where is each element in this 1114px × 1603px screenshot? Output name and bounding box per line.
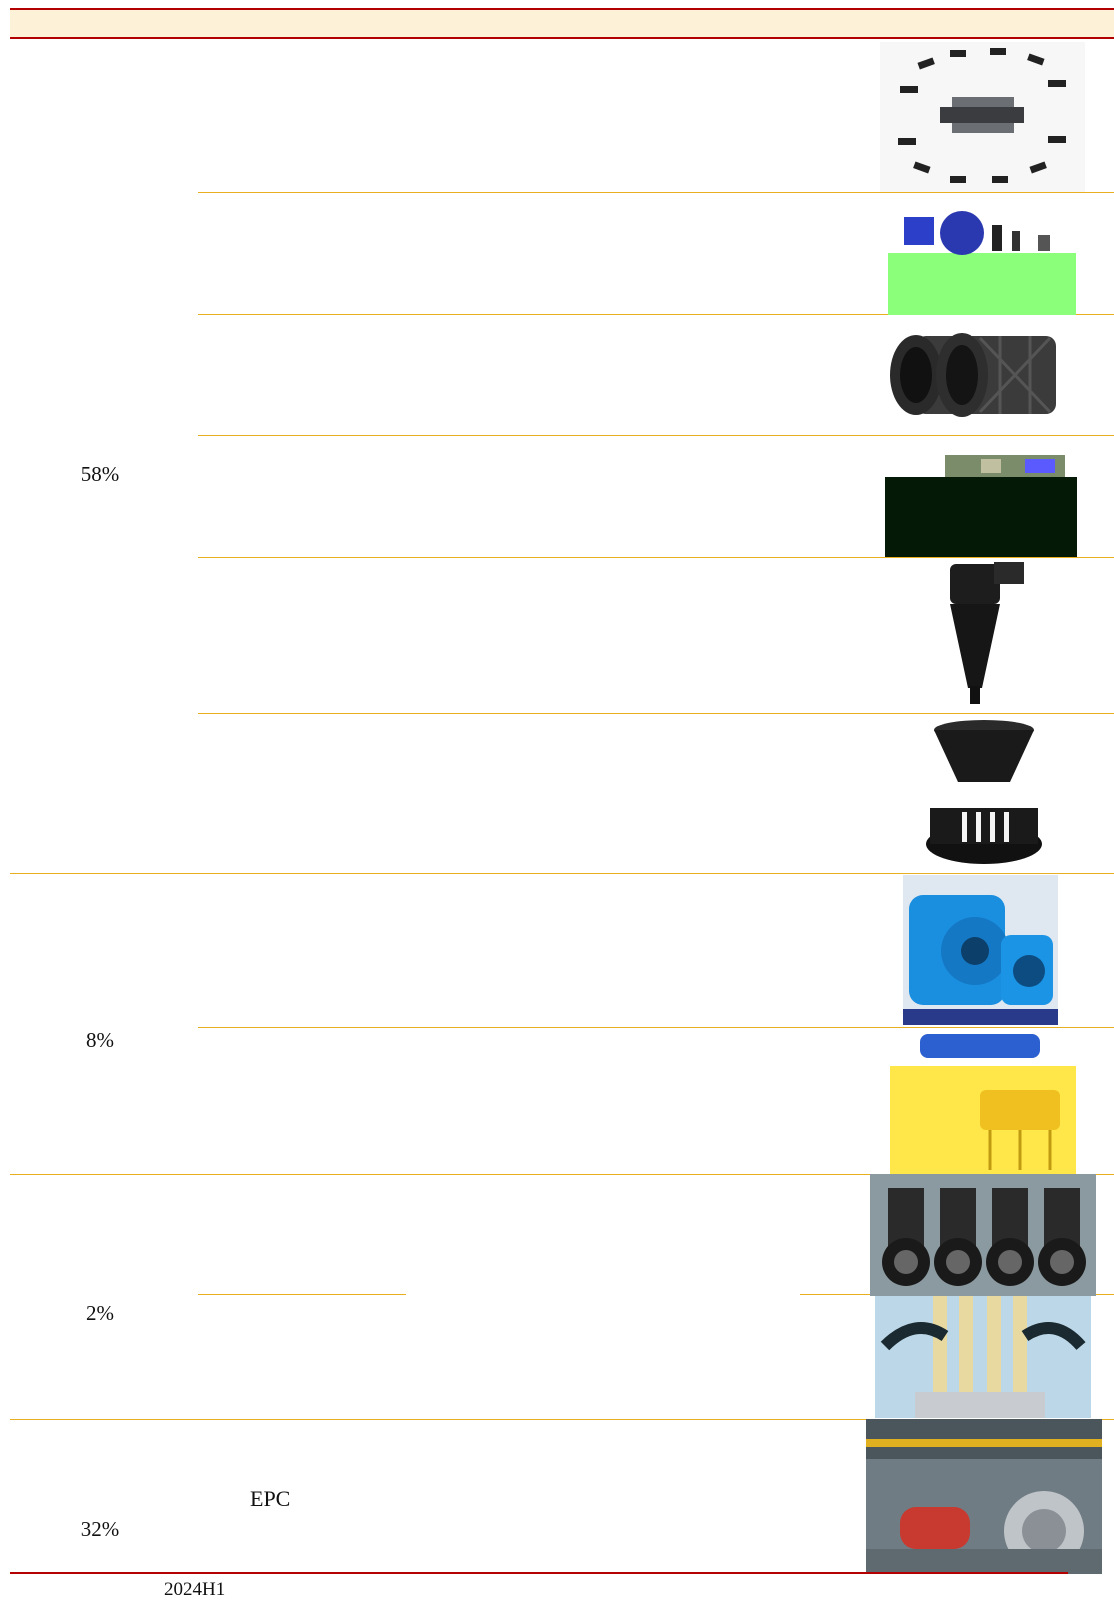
segment-share: 2% xyxy=(86,1301,114,1325)
table-header-band xyxy=(10,8,1114,39)
row-divider xyxy=(198,1294,406,1295)
row-divider xyxy=(198,557,1114,558)
trommel-screen-photo xyxy=(880,318,1080,433)
footer-note: 2024H1 xyxy=(164,1579,226,1600)
section-divider xyxy=(10,1174,1114,1175)
slurry-pump-photo xyxy=(903,875,1058,1025)
rubber-pipes-photo xyxy=(870,1174,1096,1296)
mill-drive-photo xyxy=(888,205,1076,315)
flotation-cell-photo xyxy=(890,1030,1076,1174)
row-divider xyxy=(198,1027,1114,1028)
segment-share: 32% xyxy=(80,1517,120,1541)
impeller-photo xyxy=(918,716,1050,868)
section-divider xyxy=(10,873,1114,874)
row-divider xyxy=(198,435,1114,436)
cyclone-cluster-photo xyxy=(875,1296,1091,1418)
section-divider xyxy=(10,1419,1114,1420)
mill-liner-exploded-photo xyxy=(880,42,1085,192)
mill-plant-photo xyxy=(866,1419,1102,1574)
row-divider xyxy=(198,314,1114,315)
hydrocyclone-photo xyxy=(920,558,1050,708)
row-divider xyxy=(198,192,1114,193)
segment-share: 58% xyxy=(80,462,120,486)
segment-label: EPC xyxy=(250,1486,291,1511)
crusher-parts-photo xyxy=(885,445,1077,557)
footer-rule xyxy=(10,1572,1068,1574)
row-divider xyxy=(198,713,1114,714)
segment-share: 8% xyxy=(86,1028,114,1052)
